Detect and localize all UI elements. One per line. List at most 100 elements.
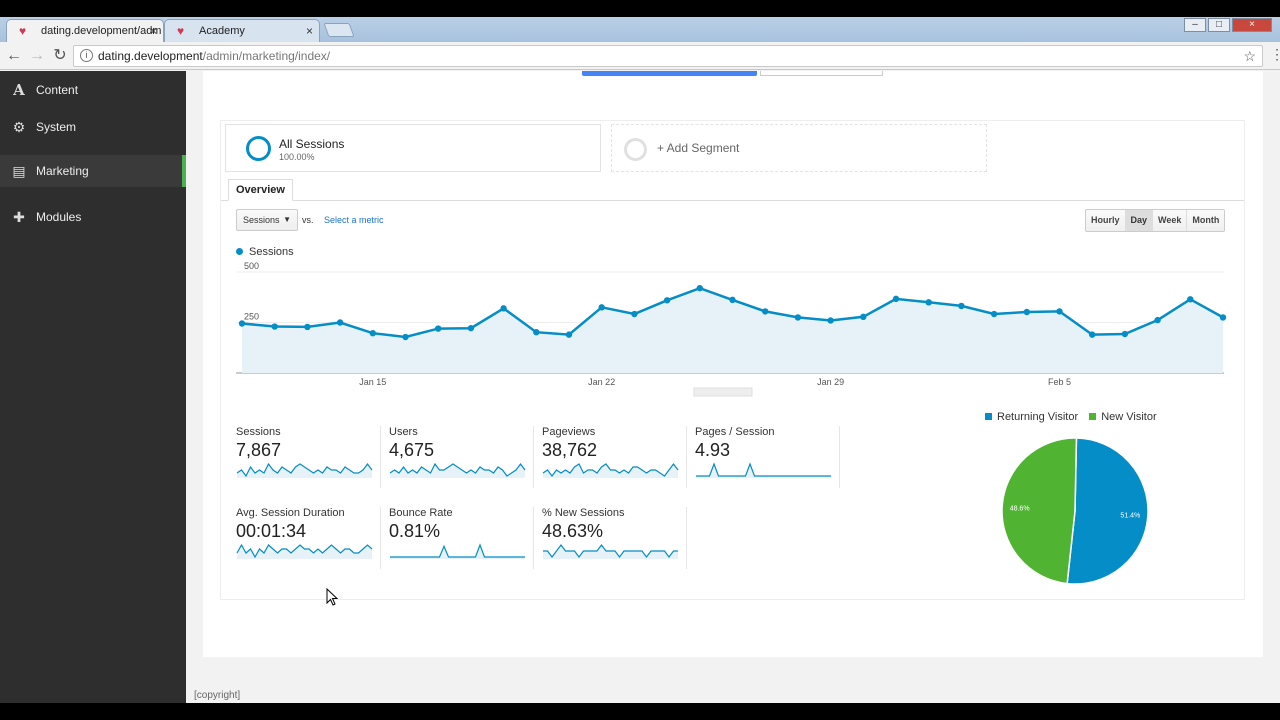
pie-slice[interactable]	[1066, 437, 1149, 585]
x-tick-label: Jan 29	[817, 377, 844, 387]
gear-icon: ⚙	[12, 119, 26, 135]
secondary-button-edge[interactable]	[760, 71, 883, 76]
metric-sparkline	[390, 543, 525, 559]
sidebar-item-system[interactable]: ⚙ System	[0, 111, 186, 143]
day-button[interactable]: Day	[1124, 210, 1153, 231]
reload-icon[interactable]: ↻	[53, 47, 67, 64]
sessions-point[interactable]	[565, 331, 573, 338]
sparkline-line	[236, 543, 373, 559]
sessions-point[interactable]	[467, 324, 475, 332]
metric-tile[interactable]: % New Sessions 48.63%	[542, 507, 687, 569]
legend-swatch	[985, 413, 992, 420]
pie-slice[interactable]	[1001, 437, 1078, 585]
minimize-button[interactable]: –	[1184, 18, 1206, 32]
browser-toolbar: ← → ↻ i dating.development/admin/marketi…	[0, 42, 1280, 70]
metric-sparkline	[542, 463, 679, 478]
sessions-point[interactable]	[794, 314, 802, 321]
sessions-point[interactable]	[336, 319, 344, 326]
metric-value: 4,675	[389, 440, 435, 460]
sessions-point[interactable]	[860, 313, 867, 321]
add-segment-button[interactable]: + Add Segment	[611, 124, 987, 172]
week-button[interactable]: Week	[1152, 210, 1186, 231]
sessions-point[interactable]	[1023, 308, 1030, 316]
hourly-button[interactable]: Hourly	[1091, 215, 1120, 225]
metric-value: 38,762	[542, 440, 598, 460]
sessions-point[interactable]	[271, 323, 278, 330]
sessions-point[interactable]	[1056, 308, 1063, 315]
sidebar-item-content[interactable]: A Content	[0, 74, 186, 106]
sessions-point[interactable]	[990, 310, 998, 318]
address-bar[interactable]: i dating.development/admin/marketing/ind…	[73, 45, 1263, 67]
bookmark-star-icon[interactable]: ☆	[1243, 48, 1256, 64]
new-tab-button[interactable]	[323, 23, 355, 37]
metric-label: % New Sessions	[542, 507, 625, 519]
month-button[interactable]: Month	[1186, 210, 1224, 231]
tab-label: dating.development/adm	[41, 25, 162, 37]
sessions-point[interactable]	[1219, 314, 1227, 321]
sessions-point[interactable]	[925, 299, 932, 306]
metric-label: Pages / Session	[695, 426, 775, 438]
sessions-point[interactable]	[1121, 330, 1129, 338]
metric-value: 00:01:34	[236, 521, 307, 541]
legend-label: New Visitor	[1101, 411, 1157, 423]
sessions-point[interactable]	[631, 310, 638, 318]
sidebar-item-modules[interactable]: ✚ Modules	[0, 201, 186, 233]
metric-tile[interactable]: Sessions 7,867	[236, 426, 381, 488]
sessions-point[interactable]	[1089, 331, 1096, 338]
sessions-point[interactable]	[827, 317, 834, 324]
maximize-button[interactable]: □	[1208, 18, 1230, 32]
metric-tile[interactable]: Avg. Session Duration 00:01:34	[236, 507, 381, 569]
sessions-point[interactable]	[663, 297, 671, 304]
segment-ring-icon	[624, 138, 647, 161]
sessions-point[interactable]	[1154, 316, 1161, 324]
sessions-point[interactable]	[238, 320, 246, 327]
sparkline-line	[389, 462, 526, 477]
legend-label: Returning Visitor	[997, 411, 1079, 423]
metric-tile[interactable]: Pages / Session 4.93	[695, 426, 840, 488]
sidebar-item-marketing[interactable]: ▤ Marketing	[0, 155, 186, 187]
browser-tab-academy[interactable]: ♥ Academy ×	[164, 19, 320, 42]
close-window-button[interactable]: ×	[1232, 18, 1272, 32]
segment-title: All Sessions	[279, 137, 345, 151]
mouse-cursor-icon	[326, 588, 339, 606]
sessions-point[interactable]	[402, 333, 409, 341]
metric-tile[interactable]: Users 4,675	[389, 426, 534, 488]
sidebar-item-label: System	[36, 120, 77, 134]
metric-value: 4.93	[695, 440, 731, 460]
sessions-point[interactable]	[369, 330, 376, 337]
metric-tile[interactable]: Pageviews 38,762	[542, 426, 687, 488]
sessions-point[interactable]	[435, 325, 442, 332]
sparkline-area	[390, 464, 525, 478]
browser-menu-icon[interactable]: ⋮	[1270, 46, 1280, 62]
tab-overview[interactable]: Overview	[228, 179, 293, 201]
sessions-point[interactable]	[892, 295, 900, 303]
footer-copyright: [copyright]	[194, 690, 241, 701]
info-icon[interactable]: i	[80, 49, 93, 62]
metric-tile[interactable]: Bounce Rate 0.81%	[389, 507, 534, 569]
sessions-point[interactable]	[696, 284, 703, 292]
sparkline-line	[542, 463, 679, 477]
sessions-point[interactable]	[533, 328, 540, 336]
sessions-point[interactable]	[304, 323, 311, 331]
primary-button-edge[interactable]	[582, 71, 757, 76]
chart-resize-handle[interactable]	[693, 387, 753, 397]
metric-select[interactable]: Sessions ▼	[236, 209, 298, 231]
sparkline-line	[236, 462, 373, 478]
sessions-point[interactable]	[729, 296, 736, 304]
sessions-point[interactable]	[762, 308, 769, 315]
sessions-point[interactable]	[598, 304, 605, 311]
caret-down-icon: ▼	[283, 215, 291, 224]
segment-all-sessions[interactable]: All Sessions 100.00%	[225, 124, 601, 172]
sessions-point[interactable]	[958, 302, 965, 310]
segment-percent: 100.00%	[279, 152, 315, 162]
browser-tab-dating[interactable]: ♥ dating.development/adm ×	[6, 19, 164, 42]
metric-value: 7,867	[236, 440, 282, 460]
sessions-point[interactable]	[1187, 296, 1194, 303]
forward-arrow-icon[interactable]: →	[29, 47, 45, 64]
sessions-point[interactable]	[500, 305, 507, 312]
back-arrow-icon[interactable]: ←	[6, 47, 22, 64]
close-tab-icon[interactable]: ×	[149, 24, 157, 38]
select-metric-link[interactable]: Select a metric	[324, 215, 384, 225]
sidebar-item-label: Marketing	[36, 164, 89, 178]
close-tab-icon[interactable]: ×	[305, 24, 313, 38]
